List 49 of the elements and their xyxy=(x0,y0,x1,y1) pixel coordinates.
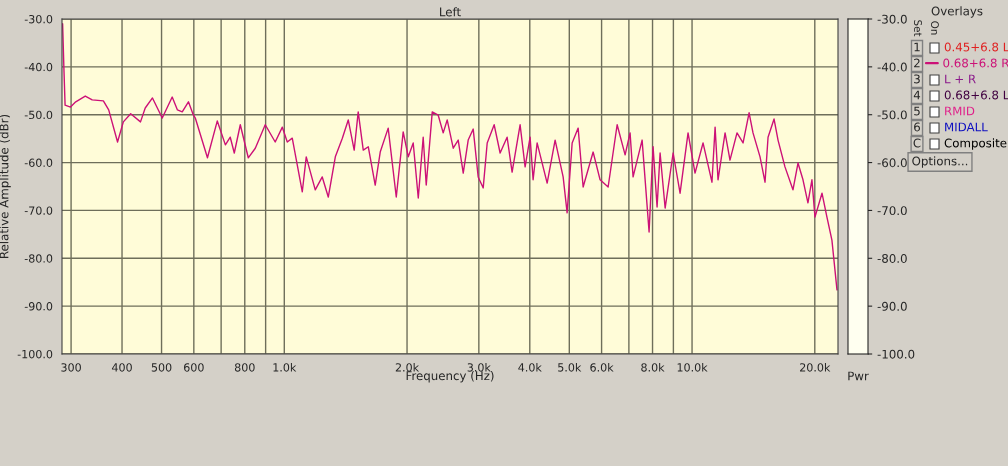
x-tick-label: 600 xyxy=(184,363,204,372)
x-tick-label: 2.0k xyxy=(395,363,420,372)
x-tick-label: 800 xyxy=(234,363,255,372)
y2-tick-label: -100.0 xyxy=(877,349,915,359)
text: On xyxy=(930,21,939,35)
y2-tick-label: -60.0 xyxy=(877,158,907,168)
x-tick-label: 8.0k xyxy=(641,363,665,372)
text: RMID xyxy=(945,106,975,116)
y-tick-label: -30.0 xyxy=(24,14,53,24)
x-tick-label: 3.0k xyxy=(467,363,491,372)
x-tick-label: 4.0k xyxy=(518,363,542,372)
x-tick-label: 300 xyxy=(61,363,81,372)
y-tick-label: -100.0 xyxy=(17,349,53,359)
y2-tick-label: -50.0 xyxy=(877,110,907,120)
y-tick-label: -80.0 xyxy=(24,254,53,263)
x-tick-label: 6.0k xyxy=(590,363,614,372)
y2-tick-label: -80.0 xyxy=(877,254,907,263)
text: MIDALL xyxy=(945,122,988,132)
text: Composite xyxy=(944,138,1007,150)
x-tick-label: 1.0k xyxy=(273,363,297,372)
x-tick-label: 500 xyxy=(151,363,172,372)
y-tick-label: -40.0 xyxy=(24,62,53,72)
text: Overlays xyxy=(931,6,983,18)
y2-tick-label: -90.0 xyxy=(877,301,907,311)
text: 2 xyxy=(914,58,920,68)
text: Pwr xyxy=(848,371,869,381)
x-tick-label: 5.0k xyxy=(558,363,582,372)
x-tick-label: 20.0k xyxy=(800,363,831,372)
y-tick-label: -70.0 xyxy=(24,206,53,215)
text: Options... xyxy=(912,156,968,168)
text: 5 xyxy=(914,106,920,116)
y-tick-label: -90.0 xyxy=(24,302,53,311)
y-tick-label: -60.0 xyxy=(24,158,53,167)
x-axis-title: Frequency (Hz) xyxy=(406,371,494,383)
text: 4 xyxy=(913,90,921,100)
text: L + R xyxy=(945,74,976,84)
x-tick-label: 10.0k xyxy=(677,363,708,372)
y-tick-label: -50.0 xyxy=(24,110,53,120)
y2-tick-label: -30.0 xyxy=(877,14,907,24)
chart-title: Left xyxy=(440,7,461,17)
text: 1 xyxy=(914,42,920,52)
y2-tick-label: -40.0 xyxy=(877,62,907,72)
y2-tick-label: -70.0 xyxy=(877,206,907,216)
text: Set xyxy=(913,20,922,37)
y-axis-title: Relative Amplitude (dBr) xyxy=(0,114,11,258)
text: 6 xyxy=(914,122,921,132)
x-tick-label: 400 xyxy=(111,363,132,372)
text: 3 xyxy=(914,74,920,84)
text: C xyxy=(913,138,921,148)
